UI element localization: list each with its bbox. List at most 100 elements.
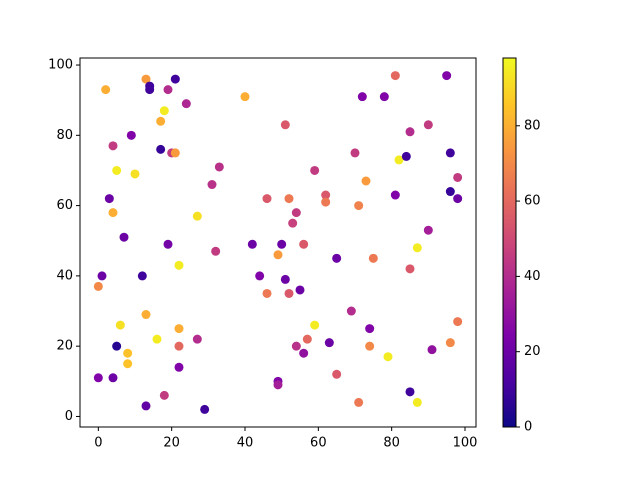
point [453, 317, 463, 327]
point [93, 281, 103, 291]
point [390, 71, 400, 81]
y-tick-label: 20 [56, 339, 73, 354]
point [445, 187, 455, 197]
point [299, 239, 309, 249]
point [174, 341, 184, 351]
x-tick-label: 20 [163, 436, 180, 451]
point [181, 99, 191, 109]
point [119, 232, 129, 242]
point [288, 218, 298, 228]
point [412, 397, 422, 407]
y-tick-label: 40 [56, 268, 73, 283]
point [354, 397, 364, 407]
point [445, 338, 455, 348]
point [126, 130, 136, 140]
colorbar-tick-label: 40 [524, 269, 541, 284]
y-tick-label: 0 [65, 409, 73, 424]
point [390, 190, 400, 200]
point [405, 264, 415, 274]
point [332, 369, 342, 379]
point [361, 176, 371, 186]
plot-frame [79, 57, 477, 428]
point [310, 320, 320, 330]
colorbar [502, 57, 517, 428]
point [163, 239, 173, 249]
point [156, 144, 166, 154]
point [174, 260, 184, 270]
point [277, 239, 287, 249]
point [152, 334, 162, 344]
point [255, 271, 265, 281]
y-tick-label: 100 [48, 58, 73, 73]
point [262, 288, 272, 298]
point [291, 208, 301, 218]
point [442, 71, 452, 81]
x-tick-label: 80 [383, 436, 400, 451]
x-tick-label: 100 [453, 436, 478, 451]
point [97, 271, 107, 281]
point [365, 324, 375, 334]
point [211, 246, 221, 256]
point [130, 169, 140, 179]
point [123, 359, 133, 369]
y-tick-label: 80 [56, 128, 73, 143]
point [379, 92, 389, 102]
point [310, 165, 320, 175]
point [368, 253, 378, 263]
point [104, 194, 114, 204]
point [383, 352, 393, 362]
point [240, 92, 250, 102]
point [174, 362, 184, 372]
point [427, 345, 437, 355]
point [108, 373, 118, 383]
point [332, 253, 342, 263]
point [156, 116, 166, 126]
point [394, 155, 404, 165]
point [405, 387, 415, 397]
point [321, 190, 331, 200]
x-tick-label: 60 [310, 436, 327, 451]
x-tick-label: 0 [94, 436, 102, 451]
point [273, 250, 283, 260]
point [247, 239, 257, 249]
point [262, 194, 272, 204]
point [321, 197, 331, 207]
point [115, 320, 125, 330]
point [174, 324, 184, 334]
point [423, 225, 433, 235]
point [295, 285, 305, 295]
x-tick-label: 40 [237, 436, 254, 451]
point [453, 172, 463, 182]
point [350, 148, 360, 158]
point [141, 74, 151, 84]
point [273, 380, 283, 390]
point [302, 334, 312, 344]
point [405, 127, 415, 137]
point [200, 404, 210, 414]
colorbar-tick-label: 20 [524, 344, 541, 359]
point [93, 373, 103, 383]
point [324, 338, 334, 348]
point [163, 85, 173, 95]
point [101, 85, 111, 95]
point [159, 390, 169, 400]
point [365, 341, 375, 351]
point [280, 274, 290, 284]
point [280, 120, 290, 130]
point [108, 208, 118, 218]
colorbar-tick-label: 80 [524, 118, 541, 133]
point [141, 401, 151, 411]
point [445, 148, 455, 158]
point [141, 310, 151, 320]
point [357, 92, 367, 102]
point [145, 85, 155, 95]
point [170, 74, 180, 84]
y-tick-label: 60 [56, 198, 73, 213]
point [192, 211, 202, 221]
point [123, 348, 133, 358]
point [112, 165, 122, 175]
point [354, 201, 364, 211]
point [159, 106, 169, 116]
point [284, 194, 294, 204]
